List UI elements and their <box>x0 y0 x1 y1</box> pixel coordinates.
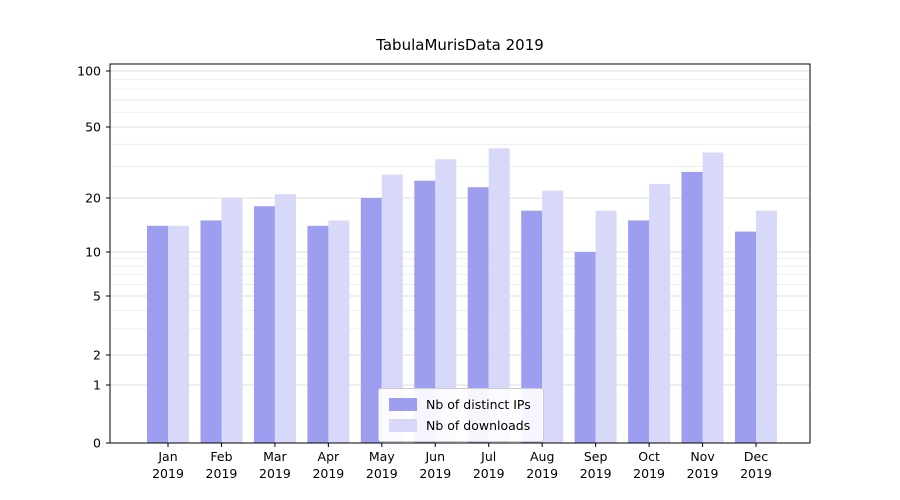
x-tick-label-month: Jul <box>480 449 496 464</box>
bar-downloads-dec <box>756 210 777 443</box>
bar-downloads-apr <box>328 220 350 443</box>
legend-item-downloads: Nb of downloads <box>389 418 531 433</box>
x-tick-label-year: 2019 <box>740 466 772 481</box>
x-tick-label-month: Apr <box>318 449 340 464</box>
x-tick-label-year: 2019 <box>312 466 344 481</box>
x-tick-label-month: May <box>369 449 395 464</box>
y-tick-label: 0 <box>93 436 101 451</box>
chart-title: TabulaMurisData 2019 <box>376 36 544 54</box>
x-tick-label-month: Oct <box>638 449 660 464</box>
x-tick-label-year: 2019 <box>419 466 451 481</box>
x-tick-label-month: Nov <box>690 449 715 464</box>
legend-swatch-downloads <box>389 419 417 432</box>
bar-downloads-feb <box>221 198 243 443</box>
bar-distinct-ips-jun <box>414 180 436 443</box>
bar-distinct-ips-oct <box>628 220 650 443</box>
bar-distinct-ips-sep <box>574 252 596 443</box>
y-tick-label: 5 <box>93 289 101 304</box>
x-tick-label-month: Jan <box>157 449 177 464</box>
legend: Nb of distinct IPs Nb of downloads <box>378 388 544 442</box>
x-tick-label-year: 2019 <box>206 466 238 481</box>
x-tick-label-year: 2019 <box>152 466 184 481</box>
bar-downloads-may <box>381 174 403 443</box>
bar-distinct-ips-apr <box>307 225 329 443</box>
bar-distinct-ips-nov <box>681 171 703 443</box>
bar-distinct-ips-may <box>360 198 382 443</box>
y-tick-label: 1 <box>93 378 101 393</box>
x-tick-label-month: Sep <box>584 449 608 464</box>
x-tick-label-month: Feb <box>210 449 232 464</box>
legend-item-distinct-ips: Nb of distinct IPs <box>389 397 531 412</box>
bar-downloads-jul <box>488 148 510 444</box>
x-tick-label-month: Dec <box>744 449 768 464</box>
x-tick-label-month: Jun <box>425 449 446 464</box>
legend-label-distinct-ips: Nb of distinct IPs <box>426 397 531 412</box>
bar-distinct-ips-feb <box>200 220 222 443</box>
x-tick-label-month: Aug <box>530 449 554 464</box>
y-tick-label: 2 <box>93 348 101 363</box>
y-tick-label: 10 <box>85 245 101 260</box>
legend-label-downloads: Nb of downloads <box>426 418 531 433</box>
y-tick-label: 100 <box>77 64 101 79</box>
bar-downloads-mar <box>274 194 296 443</box>
plot-border <box>109 63 811 444</box>
x-tick-label-year: 2019 <box>526 466 558 481</box>
bar-downloads-jan <box>168 225 189 443</box>
x-tick-label-month: Mar <box>263 449 287 464</box>
bar-distinct-ips-mar <box>253 206 275 443</box>
bar-distinct-ips-jul <box>467 187 489 443</box>
bar-downloads-jun <box>435 159 457 443</box>
x-tick-label-year: 2019 <box>687 466 719 481</box>
legend-swatch-distinct-ips <box>389 398 417 411</box>
x-tick-label-year: 2019 <box>473 466 505 481</box>
bar-distinct-ips-jan <box>147 225 168 443</box>
x-tick-label-year: 2019 <box>366 466 398 481</box>
x-tick-label-year: 2019 <box>580 466 612 481</box>
bar-downloads-oct <box>649 183 671 443</box>
y-tick-label: 50 <box>85 120 101 135</box>
x-tick-label-year: 2019 <box>259 466 291 481</box>
bar-downloads-aug <box>542 190 564 443</box>
bar-distinct-ips-aug <box>521 210 543 443</box>
y-tick-label: 20 <box>85 191 101 206</box>
bar-distinct-ips-dec <box>735 231 756 443</box>
x-tick-label-year: 2019 <box>633 466 665 481</box>
bar-downloads-sep <box>595 210 617 443</box>
bar-downloads-nov <box>702 152 724 443</box>
